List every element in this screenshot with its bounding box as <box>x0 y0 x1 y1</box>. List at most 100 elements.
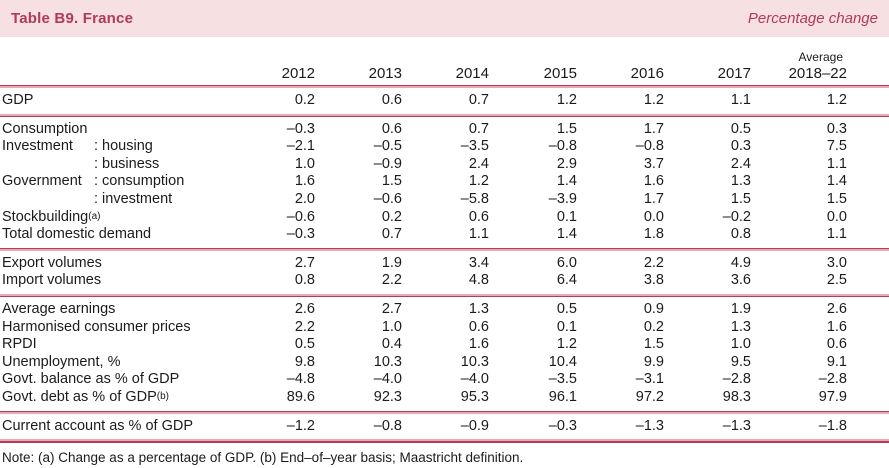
table-row: Import volumes 0.8 2.2 4.8 6.4 3.8 3.6 2.5 <box>0 272 889 290</box>
cell-value: 1.6 <box>294 173 315 190</box>
cell-value: 0.6 <box>826 336 847 353</box>
row-label: Govt. balance as % of GDP <box>0 371 228 389</box>
cell-value: 96.1 <box>548 388 577 405</box>
cell-value: 95.3 <box>460 388 489 405</box>
cell-value: 0.7 <box>468 120 489 137</box>
cell-value: 1.2 <box>556 92 577 108</box>
cell-value: 0.9 <box>643 300 664 317</box>
row-label: Current account as % of GDP <box>0 418 228 436</box>
table-row: RPDI 0.5 0.4 1.6 1.2 1.5 1.0 0.6 <box>0 336 889 354</box>
row-label: Unemployment, % <box>0 354 228 372</box>
cell-value: 0.6 <box>381 120 402 137</box>
cell-value: 1.3 <box>730 318 751 335</box>
cell-value: –2.8 <box>818 371 847 388</box>
year-column-header: 2012 <box>281 65 315 82</box>
cell-value: 1.5 <box>730 190 751 207</box>
row-label-text: Harmonised consumer prices <box>2 318 191 335</box>
row-label-prefix <box>2 191 94 209</box>
cell-value: 1.9 <box>730 300 751 317</box>
cell-value: 89.6 <box>286 388 315 405</box>
cell-value: 1.3 <box>730 173 751 190</box>
cell-value: –3.5 <box>460 138 489 155</box>
cell-value: –1.8 <box>818 417 847 434</box>
row-label-text: Export volumes <box>2 254 102 271</box>
average-column-header: Average 2018–22 <box>751 50 847 82</box>
cell-value: –0.9 <box>373 155 402 172</box>
cell-value: 10.4 <box>548 353 577 370</box>
cell-value: 1.6 <box>468 336 489 353</box>
cell-value: –3.1 <box>635 371 664 388</box>
row-label-text: Govt. debt as % of GDP(b) <box>2 388 169 405</box>
cell-value: 1.0 <box>730 336 751 353</box>
cell-value: 3.8 <box>643 272 664 289</box>
year-column-header: 2016 <box>630 65 664 82</box>
table-title: Table B9. France <box>11 10 134 27</box>
average-years-label: 2018–22 <box>788 64 847 82</box>
cell-value: 0.3 <box>826 120 847 137</box>
cell-value: 1.1 <box>826 226 847 243</box>
row-label-text: Govt. balance as % of GDP <box>2 371 180 388</box>
table-note: Note: (a) Change as a percentage of GDP.… <box>2 450 524 466</box>
table-row: Average earnings 2.6 2.7 1.3 0.5 0.9 1.9 2.6 <box>0 301 889 319</box>
cell-value: –0.3 <box>548 417 577 434</box>
row-label-text: RPDI <box>2 336 37 353</box>
cell-value: 0.4 <box>381 336 402 353</box>
cell-value: 1.1 <box>468 226 489 243</box>
row-label: Export volumes <box>0 255 228 273</box>
cell-value: 2.0 <box>294 190 315 207</box>
section-rule <box>0 113 889 117</box>
year-column-header: 2013 <box>368 65 402 82</box>
cell-value: 1.5 <box>381 173 402 190</box>
row-label-text: Import volumes <box>2 272 102 289</box>
cell-value: –3.5 <box>548 371 577 388</box>
section-rule <box>0 410 889 414</box>
table-row: Government: consumption 1.6 1.5 1.2 1.4 1.6 1.… <box>0 173 889 191</box>
table-row: Consumption –0.3 0.6 0.7 1.5 1.7 0.5 0.3 <box>0 121 889 139</box>
row-label: : business <box>0 156 228 174</box>
row-label: : investment <box>0 191 228 209</box>
cell-value: 97.9 <box>818 388 847 405</box>
cell-value: 1.8 <box>643 226 664 243</box>
cell-value: 92.3 <box>373 388 402 405</box>
cell-value: –0.6 <box>286 208 315 225</box>
row-label-text: Average earnings <box>2 300 116 317</box>
cell-value: 4.9 <box>730 254 751 271</box>
cell-value: –4.0 <box>460 371 489 388</box>
cell-value: –2.1 <box>286 138 315 155</box>
row-label-text: : investment <box>94 190 173 207</box>
row-label-text: Current account as % of GDP <box>2 417 193 434</box>
table-row: : investment 2.0 –0.6 –5.8 –3.9 1.7 1.5 1.5 <box>0 191 889 209</box>
data-table: 2012 2013 2014 2015 2016 2017 Average 2018–22 G… <box>0 42 889 465</box>
table-row: GDP 0.2 0.6 0.7 1.2 1.2 1.1 1.2 <box>0 92 889 110</box>
table-row: Current account as % of GDP –1.2 –0.8 –0.9 –… <box>0 418 889 436</box>
cell-value: 2.6 <box>826 300 847 317</box>
cell-value: 0.5 <box>294 336 315 353</box>
percentage-change-label: Percentage change <box>747 10 878 27</box>
cell-value: 0.3 <box>730 138 751 155</box>
cell-value: 0.2 <box>643 318 664 335</box>
row-label-text: : housing <box>94 138 153 155</box>
cell-value: 2.2 <box>381 272 402 289</box>
average-column-stack: Average 2018–22 <box>751 50 847 82</box>
row-label: Investment: housing <box>0 138 228 156</box>
row-label: Harmonised consumer prices <box>0 319 228 337</box>
row-label: RPDI <box>0 336 228 354</box>
cell-value: 2.2 <box>294 318 315 335</box>
table-row: Govt. balance as % of GDP –4.8 –4.0 –4.0 –3.… <box>0 371 889 389</box>
cell-value: 1.2 <box>468 173 489 190</box>
row-label-prefix <box>2 156 94 174</box>
table-row: : business 1.0 –0.9 2.4 2.9 3.7 2.4 1.1 <box>0 156 889 174</box>
cell-value: –1.3 <box>722 417 751 434</box>
row-label-text: Unemployment, % <box>2 353 121 370</box>
cell-value: 1.7 <box>643 120 664 137</box>
cell-value: 10.3 <box>460 353 489 370</box>
cell-value: –0.8 <box>635 138 664 155</box>
cell-value: 3.4 <box>468 254 489 271</box>
cell-value: 0.7 <box>381 226 402 243</box>
table-row: Investment: housing –2.1 –0.5 –3.5 –0.8 –0.8 0… <box>0 138 889 156</box>
cell-value: 10.3 <box>373 353 402 370</box>
cell-value: 0.1 <box>556 318 577 335</box>
section-rule <box>0 293 889 297</box>
cell-value: –0.8 <box>548 138 577 155</box>
